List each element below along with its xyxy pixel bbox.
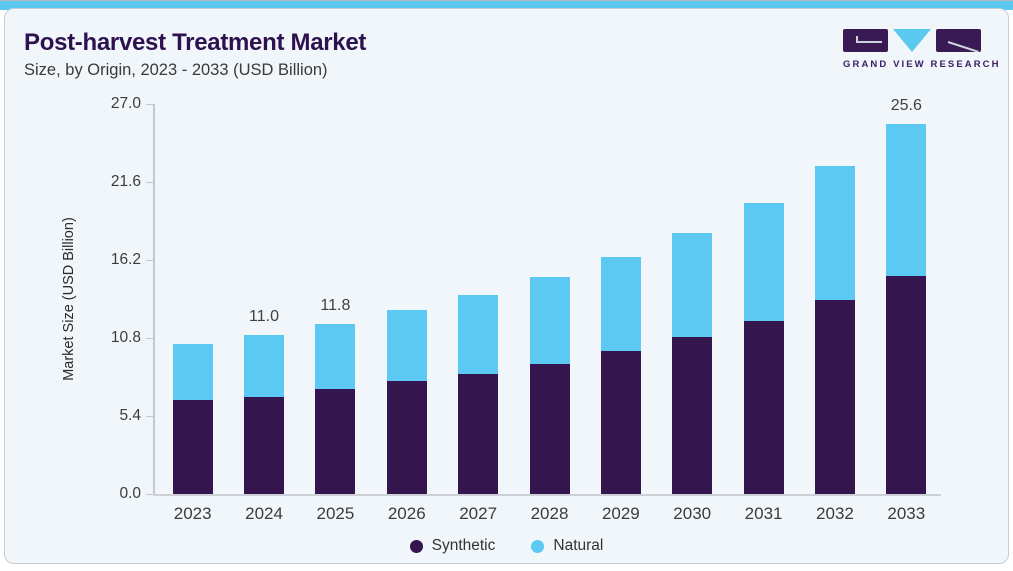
- x-axis-line: [153, 494, 941, 496]
- chart-legend: Synthetic Natural: [5, 537, 1008, 555]
- y-tick-label: 5.4: [119, 407, 141, 424]
- bar-segment-synthetic-2028: [529, 364, 570, 494]
- bar-segment-natural-2028: [529, 277, 570, 364]
- y-tick-label: 21.6: [110, 173, 141, 190]
- x-category-label-2025: 2025: [316, 504, 355, 523]
- x-category-label-2028: 2028: [530, 504, 569, 523]
- bar-total-label-2024: 11.0: [249, 308, 279, 325]
- legend-label-synthetic: Synthetic: [431, 537, 496, 554]
- bar-segment-synthetic-2024: [244, 397, 285, 494]
- accent-top-strip: [0, 0, 1013, 10]
- bar-segment-natural-2031: [743, 203, 784, 321]
- page-subtitle: Size, by Origin, 2023 - 2033 (USD Billio…: [24, 61, 328, 79]
- x-category-label-2030: 2030: [673, 504, 712, 523]
- bar-total-label-2025: 11.8: [320, 297, 351, 314]
- y-tick-label: 10.8: [110, 329, 141, 346]
- y-tick-mark: [146, 259, 153, 261]
- x-category-label-2026: 2026: [387, 504, 426, 523]
- bar-segment-synthetic-2029: [600, 351, 641, 494]
- brand-name: GRAND VIEW RESEARCH: [843, 59, 1001, 70]
- bar-segment-natural-2029: [600, 257, 641, 351]
- y-tick-mark: [146, 493, 153, 495]
- bar-segment-synthetic-2033: [886, 276, 927, 494]
- bar-segment-synthetic-2025: [315, 389, 356, 494]
- y-axis-title: Market Size (USD Billion): [61, 217, 77, 381]
- x-category-label-2023: 2023: [173, 504, 212, 523]
- legend-item-synthetic: Synthetic: [409, 537, 496, 555]
- bar-segment-natural-2030: [672, 233, 713, 337]
- y-axis-line: [153, 104, 155, 495]
- legend-label-natural: Natural: [553, 537, 604, 554]
- bar-segment-natural-2027: [458, 295, 499, 374]
- logo-triangle-icon: [893, 29, 931, 52]
- legend-item-natural: Natural: [531, 537, 603, 555]
- x-category-label-2027: 2027: [459, 504, 498, 523]
- grand-view-research-logo: GRAND VIEW RESEARCH: [843, 29, 1001, 70]
- x-category-label-2031: 2031: [744, 504, 783, 523]
- x-category-label-2032: 2032: [816, 504, 854, 523]
- y-tick-label: 27.0: [110, 95, 141, 112]
- y-tick-mark: [146, 103, 153, 105]
- bar-segment-synthetic-2027: [458, 374, 499, 494]
- y-tick-mark: [146, 181, 153, 183]
- bar-total-label-2033: 25.6: [890, 97, 922, 114]
- y-tick-label: 16.2: [110, 251, 141, 268]
- bar-segment-natural-2032: [814, 166, 855, 300]
- page-title: Post-harvest Treatment Market: [24, 29, 367, 56]
- bar-segment-synthetic-2026: [386, 381, 427, 494]
- logo-g-block-icon: [843, 29, 888, 52]
- bar-segment-natural-2033: [886, 124, 927, 276]
- bar-segment-synthetic-2030: [672, 337, 713, 494]
- x-category-label-2029: 2029: [601, 504, 640, 523]
- logo-glyph-row: [843, 29, 981, 53]
- y-tick-label: 0.0: [119, 485, 141, 502]
- natural-legend-dot-icon: [531, 539, 545, 553]
- chart-card: Post-harvest Treatment Market Size, by O…: [4, 8, 1009, 564]
- stacked-bar-chart: Market Size (USD Billion) 0.0 5.4 10.8 16.2…: [5, 9, 1008, 563]
- logo-r-block-icon: [936, 29, 981, 52]
- bar-segment-synthetic-2032: [814, 300, 855, 494]
- bar-segment-natural-2024: [244, 335, 285, 397]
- x-category-label-2024: 2024: [245, 504, 283, 523]
- y-tick-mark: [146, 415, 153, 417]
- bar-segment-natural-2023: [172, 344, 213, 400]
- bar-segment-synthetic-2023: [172, 400, 213, 494]
- y-tick-mark: [146, 337, 153, 339]
- x-category-label-2033: 2033: [887, 504, 926, 523]
- bar-segment-synthetic-2031: [743, 321, 784, 494]
- bar-segment-natural-2025: [315, 324, 356, 389]
- bar-segment-natural-2026: [386, 310, 427, 381]
- synthetic-legend-dot-icon: [409, 539, 423, 553]
